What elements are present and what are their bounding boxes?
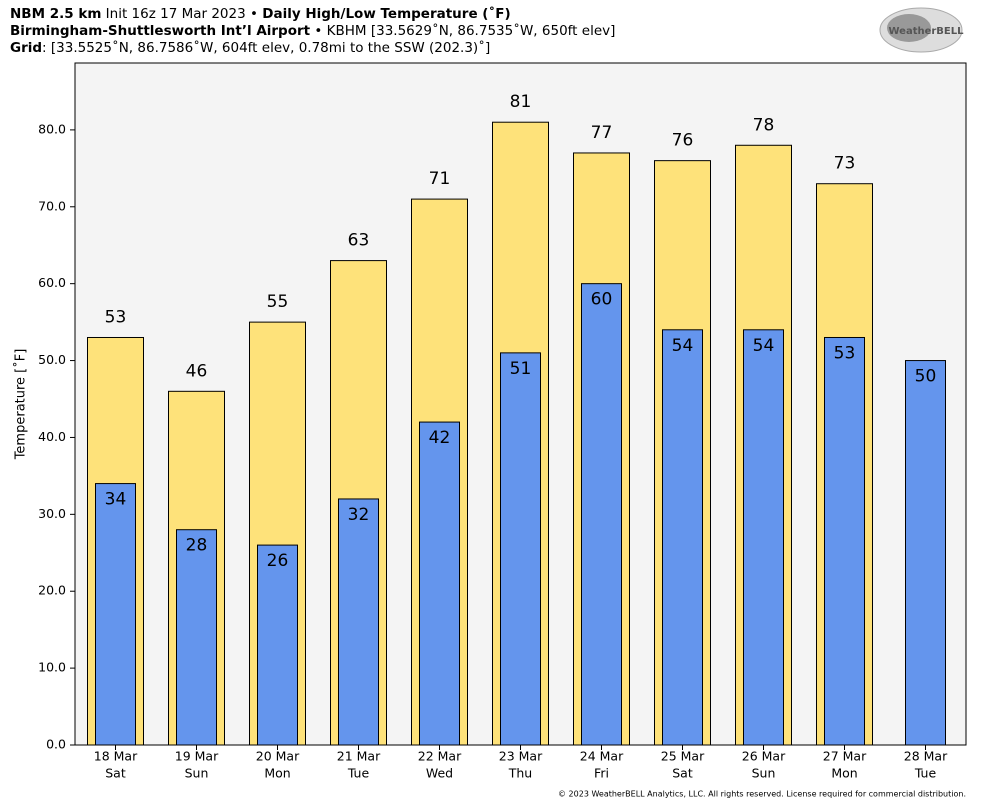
y-tick-label: 60.0: [38, 275, 66, 290]
title-line: NBM 2.5 km Init 16z 17 Mar 2023 • Daily …: [10, 6, 615, 23]
title-part: Daily High/Low Temperature (˚F): [262, 6, 511, 22]
plot-frame: [74, 62, 967, 746]
value-label: 53: [105, 307, 127, 327]
value-label: 55: [267, 292, 289, 312]
value-label: 34: [105, 490, 127, 510]
x-tick-label: 23 Mar: [499, 749, 543, 764]
low-bar: [257, 544, 298, 746]
logo: WeatherBELL: [879, 7, 964, 53]
value-label: 71: [429, 169, 451, 189]
x-tick-label: 28 Mar: [904, 749, 948, 764]
title-part: : [33.5525˚N, 86.7586˚W, 604ft elev, 0.7…: [42, 40, 491, 56]
low-bar: [95, 483, 136, 746]
title-part: • KBHM [33.5629˚N, 86.7535˚W, 650ft elev…: [310, 23, 616, 39]
x-tick-label: 24 Mar: [580, 749, 624, 764]
x-tick-label: 26 Mar: [742, 749, 786, 764]
x-tick-label: 27 Mar: [823, 749, 867, 764]
value-label: 42: [429, 428, 451, 448]
low-bar: [176, 529, 217, 746]
value-label: 81: [510, 92, 532, 112]
x-tick-label: 22 Mar: [418, 749, 462, 764]
value-label: 26: [267, 551, 289, 571]
value-label: 54: [753, 336, 775, 356]
x-tick-sublabel: Thu: [508, 766, 532, 781]
footer: © 2023 WeatherBELL Analytics, LLC. All r…: [558, 790, 966, 799]
header: NBM 2.5 km Init 16z 17 Mar 2023 • Daily …: [10, 6, 615, 57]
low-bar: [905, 360, 946, 746]
x-tick-label: 20 Mar: [256, 749, 300, 764]
y-tick-label: 70.0: [38, 198, 66, 213]
y-tick-label: 80.0: [38, 121, 66, 136]
value-label: 50: [915, 367, 937, 387]
x-tick-sublabel: Sun: [185, 766, 209, 781]
x-tick-sublabel: Mon: [831, 766, 857, 781]
title-part: NBM 2.5 km: [10, 6, 102, 22]
value-label: 46: [186, 361, 208, 381]
title-part: Init 16z 17 Mar 2023 •: [101, 6, 263, 22]
y-tick-label: 40.0: [38, 429, 66, 444]
y-tick-label: 10.0: [38, 660, 66, 675]
x-tick-label: 18 Mar: [94, 749, 138, 764]
y-tick-label: 50.0: [38, 352, 66, 367]
y-tick-label: 0.0: [46, 737, 66, 752]
x-tick-sublabel: Sun: [752, 766, 776, 781]
y-axis-label: Temperature [˚F]: [13, 349, 29, 461]
low-bar: [581, 283, 622, 746]
low-bar: [338, 498, 379, 746]
value-label: 53: [834, 343, 856, 363]
value-label: 78: [753, 115, 775, 135]
x-tick-sublabel: Tue: [347, 766, 370, 781]
x-tick-label: 21 Mar: [337, 749, 381, 764]
x-tick-sublabel: Sat: [105, 766, 126, 781]
value-label: 77: [591, 123, 613, 143]
low-bar: [824, 336, 865, 746]
x-tick-sublabel: Wed: [426, 766, 453, 781]
x-tick-label: 25 Mar: [661, 749, 705, 764]
title-part: Birmingham-Shuttlesworth Int’l Airport: [10, 23, 311, 39]
x-tick-sublabel: Tue: [914, 766, 937, 781]
low-bar: [662, 329, 703, 746]
value-label: 76: [672, 131, 694, 151]
value-label: 63: [348, 231, 370, 251]
title-line: Grid: [33.5525˚N, 86.7586˚W, 604ft elev,…: [10, 40, 615, 57]
low-bar: [743, 329, 784, 746]
low-bar: [500, 352, 541, 746]
logo-text: WeatherBELL: [888, 26, 964, 37]
x-tick-label: 19 Mar: [175, 749, 219, 764]
title-part: Grid: [10, 40, 43, 56]
low-bar: [419, 421, 460, 746]
y-tick-label: 30.0: [38, 506, 66, 521]
value-label: 73: [834, 154, 856, 174]
value-label: 28: [186, 536, 208, 556]
value-label: 60: [591, 290, 613, 310]
title-line: Birmingham-Shuttlesworth Int’l Airport •…: [10, 23, 615, 40]
y-tick-label: 20.0: [38, 583, 66, 598]
value-label: 54: [672, 336, 694, 356]
value-label: 51: [510, 359, 532, 379]
x-tick-sublabel: Mon: [264, 766, 290, 781]
x-tick-sublabel: Sat: [672, 766, 693, 781]
value-label: 32: [348, 505, 370, 525]
x-tick-sublabel: Fri: [594, 766, 609, 781]
